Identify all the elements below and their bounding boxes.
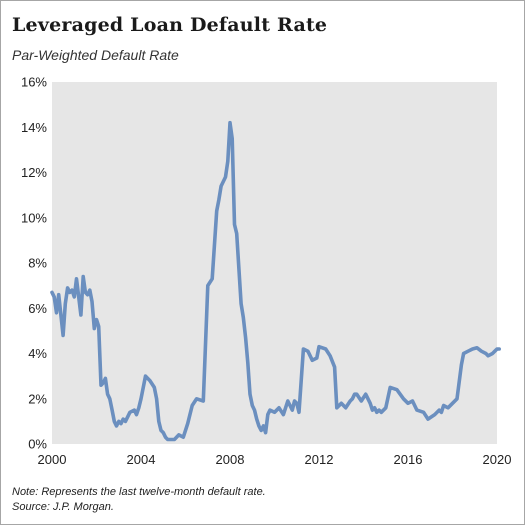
y-tick-label: 10% bbox=[21, 210, 47, 225]
default-rate-line bbox=[50, 120, 502, 442]
chart-title: Leveraged Loan Default Rate bbox=[12, 14, 328, 36]
y-tick-label: 0% bbox=[28, 437, 47, 452]
y-tick-label: 6% bbox=[28, 301, 47, 316]
y-tick-label: 14% bbox=[21, 120, 47, 135]
x-axis: 2000 2004 2008 2012 2016 2020 bbox=[38, 452, 512, 467]
y-tick-label: 2% bbox=[28, 391, 47, 406]
plot-background bbox=[52, 82, 497, 444]
chart-source: Source: J.P. Morgan. bbox=[12, 501, 114, 513]
x-tick-label: 2020 bbox=[483, 452, 512, 467]
x-tick-label: 2000 bbox=[38, 452, 67, 467]
chart-note: Note: Represents the last twelve-month d… bbox=[12, 486, 266, 498]
x-tick-label: 2016 bbox=[394, 452, 423, 467]
x-tick-label: 2012 bbox=[305, 452, 334, 467]
y-tick-label: 4% bbox=[28, 346, 47, 361]
chart-subtitle: Par-Weighted Default Rate bbox=[12, 47, 179, 63]
y-tick-label: 8% bbox=[28, 256, 47, 271]
x-tick-label: 2008 bbox=[216, 452, 245, 467]
y-tick-label: 16% bbox=[21, 75, 47, 90]
y-tick-label: 12% bbox=[21, 165, 47, 180]
x-tick-label: 2004 bbox=[127, 452, 156, 467]
series-layer bbox=[50, 120, 502, 442]
y-axis: 0% 2% 4% 6% 8% 10% 12% 14% 16% bbox=[21, 75, 47, 452]
